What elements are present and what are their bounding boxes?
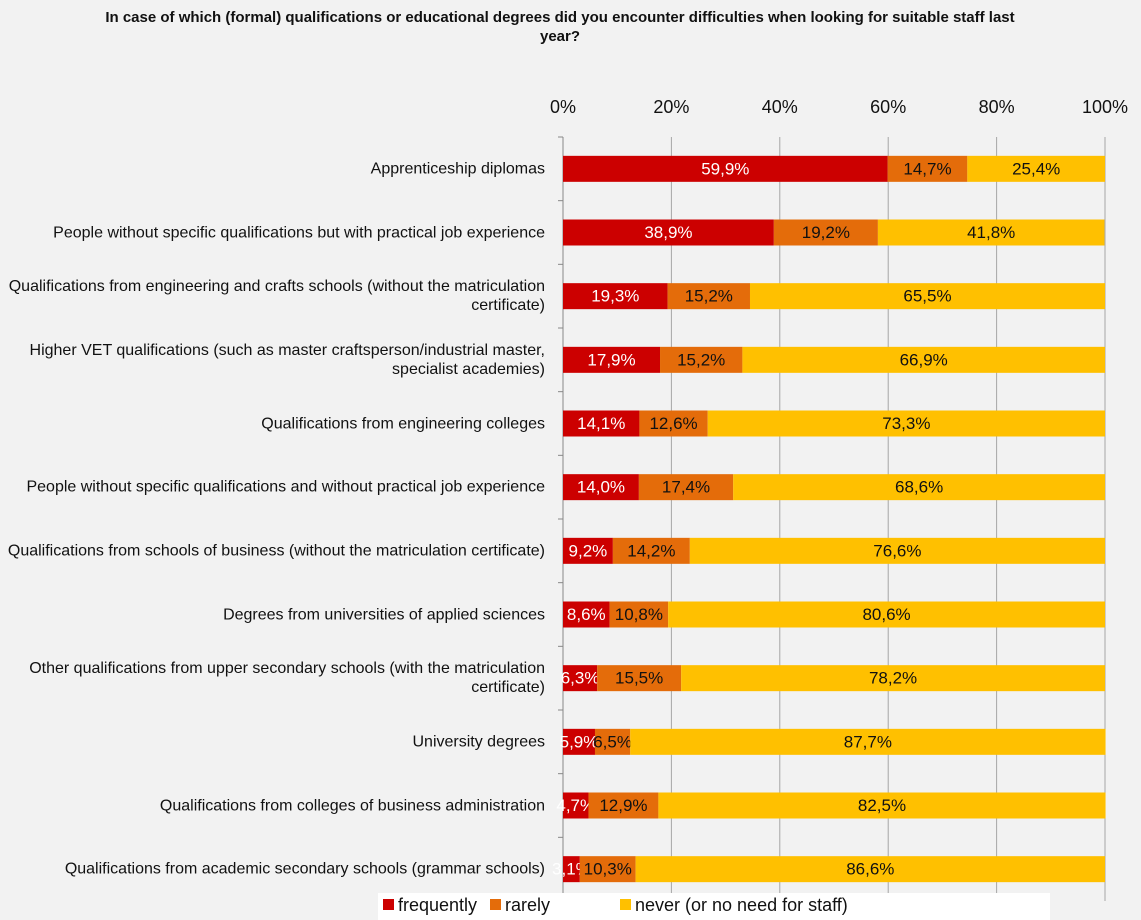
bar-segment	[609, 601, 669, 628]
value-label: 73,3%	[882, 414, 930, 433]
category-label: People without specific qualifications b…	[53, 224, 545, 241]
value-label: 14,7%	[903, 159, 951, 178]
bar-segment	[563, 537, 613, 564]
category-label: Apprenticeship diplomas	[370, 160, 545, 178]
bar-segment	[773, 219, 878, 246]
category-label: Qualifications from schools of business …	[7, 542, 545, 560]
value-label: 10,8%	[615, 605, 663, 624]
bar-segment	[563, 601, 610, 628]
value-label: 12,6%	[649, 414, 697, 433]
value-label: 12,9%	[599, 796, 647, 815]
value-label: 4,7%	[556, 796, 595, 815]
legend-swatch	[490, 899, 501, 910]
bar-segment	[887, 155, 968, 182]
bar-segment	[563, 346, 661, 373]
category-label: Qualifications from engineering and craf…	[8, 278, 545, 315]
value-label: 9,2%	[569, 541, 608, 560]
value-label: 8,6%	[567, 605, 606, 624]
bar-segment	[588, 792, 659, 819]
value-label: 41,8%	[967, 223, 1015, 242]
legend-label: frequently	[398, 895, 477, 915]
value-label: 6,3%	[561, 669, 600, 688]
bar-segment	[658, 792, 1106, 819]
value-label: 17,4%	[662, 478, 710, 497]
bar-segment	[563, 856, 580, 883]
value-label: 68,6%	[895, 478, 943, 497]
category-label: Degrees from universities of applied sci…	[223, 606, 545, 623]
bar-segment	[563, 219, 774, 246]
value-label: 86,6%	[846, 860, 894, 879]
value-label: 15,2%	[677, 350, 725, 369]
bar-segment	[594, 728, 631, 755]
chart-title: In case of which (formal) qualifications…	[105, 9, 1015, 45]
bar-segment	[638, 474, 734, 501]
category-label: Qualifications from colleges of business…	[159, 797, 545, 814]
bar-segment	[563, 792, 589, 819]
value-label: 14,1%	[577, 414, 625, 433]
bar-segment	[668, 601, 1105, 628]
category-label: People without specific qualifications a…	[26, 478, 545, 496]
category-label: University degrees	[412, 733, 546, 751]
value-label: 14,0%	[577, 478, 625, 497]
value-label: 15,5%	[615, 669, 663, 688]
bar-segment	[563, 283, 668, 310]
value-label: 65,5%	[903, 287, 951, 306]
bar-segment	[681, 665, 1105, 692]
value-label: 25,4%	[1012, 159, 1060, 178]
value-label: 19,2%	[802, 223, 850, 242]
bar-segment	[733, 474, 1105, 501]
bar-segment	[749, 283, 1105, 310]
legend-label: rarely	[505, 895, 550, 915]
bar-segment	[967, 155, 1105, 182]
value-label: 59,9%	[701, 159, 749, 178]
value-label: 15,2%	[685, 287, 733, 306]
bar-segment	[707, 410, 1105, 437]
value-label: 82,5%	[858, 796, 906, 815]
bar-segment	[563, 665, 598, 692]
value-label: 80,6%	[862, 605, 910, 624]
bar-segment	[630, 728, 1106, 755]
value-label: 6,5%	[593, 732, 632, 751]
bar-segment	[563, 155, 888, 182]
bar-segment	[639, 410, 708, 437]
bar-segment	[563, 728, 595, 755]
bar-segment	[742, 346, 1105, 373]
legend-swatch	[383, 899, 394, 910]
bar-segment	[660, 346, 743, 373]
value-label: 19,3%	[591, 287, 639, 306]
value-label: 66,9%	[900, 350, 948, 369]
category-label: Other qualifications from upper secondar…	[29, 660, 545, 697]
value-label: 14,2%	[627, 541, 675, 560]
bar-segment	[579, 856, 636, 883]
value-label: 17,9%	[587, 350, 635, 369]
x-tick-label: 0%	[550, 97, 576, 117]
bar-segment	[667, 283, 750, 310]
legend-label: never (or no need for staff)	[635, 895, 848, 915]
category-label: Qualifications from academic secondary s…	[64, 860, 545, 878]
bar-segment	[877, 219, 1105, 246]
bar-segment	[635, 856, 1105, 883]
legend-swatch	[620, 899, 631, 910]
x-tick-label: 80%	[979, 97, 1015, 117]
bar-segment	[689, 537, 1105, 564]
value-label: 10,3%	[584, 860, 632, 879]
value-label: 78,2%	[869, 669, 917, 688]
bar-segment	[612, 537, 690, 564]
value-label: 38,9%	[644, 223, 692, 242]
x-tick-label: 60%	[870, 97, 906, 117]
x-tick-label: 20%	[653, 97, 689, 117]
value-label: 76,6%	[873, 541, 921, 560]
x-tick-label: 40%	[762, 97, 798, 117]
bar-segment	[563, 410, 640, 437]
category-label: Higher VET qualifications (such as maste…	[29, 341, 545, 378]
bar-segment	[563, 474, 639, 501]
bar-segment	[597, 665, 682, 692]
x-tick-label: 100%	[1082, 97, 1128, 117]
category-label: Qualifications from engineering colleges	[261, 415, 545, 432]
value-label: 87,7%	[844, 732, 892, 751]
value-label: 5,9%	[560, 732, 599, 751]
